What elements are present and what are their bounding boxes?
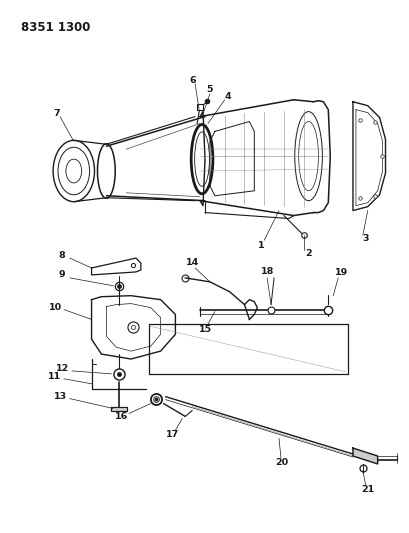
Text: 21: 21	[360, 485, 373, 494]
Text: 15: 15	[198, 325, 211, 334]
Text: 7: 7	[54, 109, 60, 118]
Text: 5: 5	[206, 85, 213, 94]
Text: 18: 18	[260, 268, 273, 277]
Text: 10: 10	[48, 303, 61, 312]
Text: 14: 14	[185, 257, 198, 266]
Text: 6: 6	[189, 76, 196, 85]
Text: 11: 11	[47, 373, 61, 381]
Polygon shape	[352, 448, 377, 464]
Polygon shape	[111, 407, 127, 411]
Text: 4: 4	[224, 92, 230, 101]
Text: 13: 13	[53, 392, 66, 401]
Text: 17: 17	[165, 430, 179, 439]
Text: 20: 20	[275, 458, 288, 467]
Text: 8351 1300: 8351 1300	[20, 21, 90, 34]
Text: 1: 1	[257, 241, 264, 250]
Text: 8: 8	[58, 251, 65, 260]
Text: 19: 19	[334, 269, 347, 278]
Text: 9: 9	[58, 270, 65, 279]
Text: 2: 2	[305, 248, 311, 257]
Text: 12: 12	[56, 365, 70, 374]
Text: 16: 16	[114, 412, 128, 421]
Text: 3: 3	[362, 234, 368, 243]
